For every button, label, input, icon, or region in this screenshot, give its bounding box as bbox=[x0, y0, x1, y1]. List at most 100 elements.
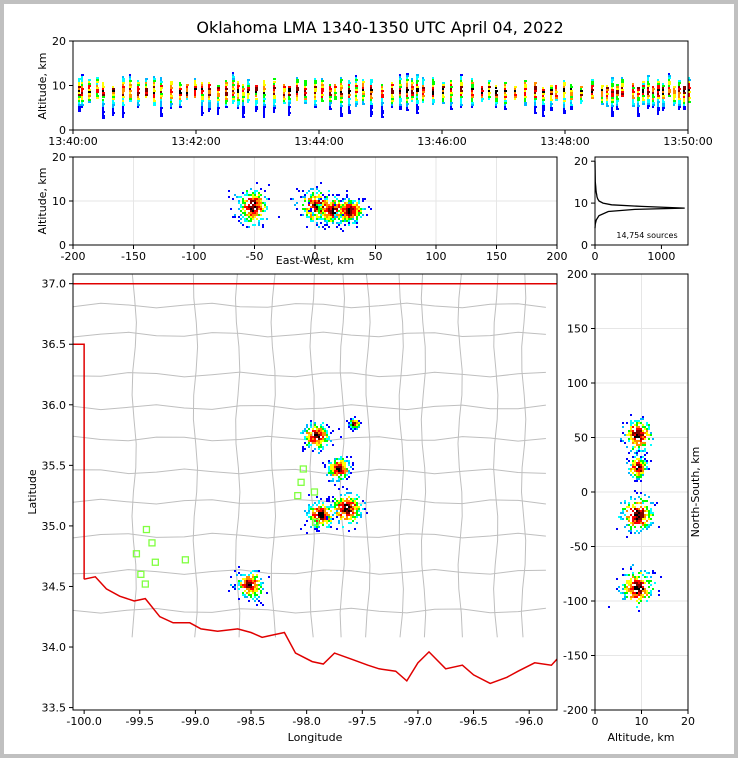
time-height-source bbox=[112, 98, 115, 100]
east-west-source bbox=[336, 208, 338, 210]
east-west-source bbox=[244, 214, 246, 216]
plan-view-source bbox=[346, 488, 348, 490]
plan-view-source bbox=[342, 462, 344, 464]
east-west-source bbox=[264, 202, 266, 204]
time-height-source bbox=[481, 100, 483, 102]
north-south-source bbox=[630, 582, 632, 584]
east-west-source bbox=[302, 204, 304, 206]
time-height-source bbox=[381, 94, 384, 96]
plan-view-source bbox=[304, 430, 306, 432]
north-south-source bbox=[624, 502, 626, 504]
north-south-source bbox=[640, 462, 642, 464]
time-height-source bbox=[591, 85, 594, 87]
plan-view-source bbox=[316, 522, 318, 524]
plan-view-source bbox=[352, 514, 354, 516]
north-south-source bbox=[636, 454, 638, 456]
north-south-source bbox=[632, 576, 634, 578]
time-height-source bbox=[555, 89, 557, 91]
time-height-source bbox=[432, 91, 434, 93]
time-height-source bbox=[542, 115, 545, 117]
time-height-source bbox=[642, 95, 645, 97]
plan-view-source bbox=[254, 590, 256, 592]
time-height-source bbox=[632, 91, 635, 93]
time-height-source bbox=[247, 95, 249, 97]
plan-view-source bbox=[308, 436, 310, 438]
time-height-source bbox=[601, 93, 603, 95]
plan-view-source bbox=[356, 420, 358, 422]
time-height-source bbox=[616, 108, 619, 110]
east-west-source bbox=[254, 200, 256, 202]
time-height-source bbox=[232, 72, 234, 74]
plan-view-source bbox=[256, 570, 258, 572]
plan-view-source bbox=[338, 472, 340, 474]
north-south-source bbox=[640, 502, 642, 504]
north-south-source bbox=[636, 516, 638, 518]
plan-view-source bbox=[244, 574, 246, 576]
north-south-source bbox=[636, 586, 638, 588]
north-south-source bbox=[632, 434, 634, 436]
north-south-source bbox=[644, 522, 646, 524]
plan-view-source bbox=[342, 472, 344, 474]
east-west-source bbox=[324, 214, 326, 216]
plan-view-source bbox=[322, 446, 324, 448]
north-south-source bbox=[646, 468, 648, 470]
time-height-source bbox=[186, 90, 188, 92]
time-height-source bbox=[550, 97, 552, 99]
plan-view-source bbox=[314, 432, 316, 434]
time-height-source bbox=[601, 101, 603, 103]
time-height-source bbox=[263, 90, 265, 92]
time-height-source bbox=[314, 82, 317, 84]
time-height-source bbox=[524, 102, 527, 104]
east-west-source bbox=[314, 210, 316, 212]
north-south-source bbox=[640, 590, 642, 592]
time-height-source bbox=[296, 91, 298, 93]
time-height-source bbox=[237, 85, 240, 87]
north-south-source bbox=[640, 466, 642, 468]
time-height-source bbox=[570, 84, 572, 86]
time-height-source bbox=[201, 102, 203, 104]
north-south-source bbox=[626, 590, 628, 592]
time-height-source bbox=[122, 112, 125, 114]
time-height-source bbox=[611, 109, 613, 111]
lma-station-marker bbox=[297, 478, 305, 486]
north-south-y-tick-label: 50 bbox=[574, 432, 588, 445]
north-south-source bbox=[640, 456, 642, 458]
north-south-source bbox=[642, 580, 644, 582]
time-height-source bbox=[542, 113, 544, 115]
plan-view-source bbox=[248, 590, 250, 592]
plan-view-source bbox=[346, 492, 348, 494]
time-height-source bbox=[637, 107, 639, 109]
east-west-source bbox=[258, 196, 260, 198]
north-south-source bbox=[628, 432, 630, 434]
east-west-source bbox=[250, 198, 252, 200]
plan-view-source bbox=[230, 584, 232, 586]
time-height-source bbox=[504, 106, 506, 108]
plan-view-source bbox=[326, 434, 328, 436]
plan-view-source bbox=[326, 520, 328, 522]
time-height-source bbox=[580, 96, 582, 98]
time-height-source bbox=[355, 103, 358, 105]
plan-view-source bbox=[328, 462, 330, 464]
plan-view-y-tick-label: 35.5 bbox=[42, 459, 67, 472]
plan-view-source bbox=[340, 508, 342, 510]
time-height-source bbox=[153, 82, 155, 84]
time-height-source bbox=[580, 88, 582, 90]
time-height-source bbox=[255, 91, 257, 93]
plan-view-source bbox=[342, 500, 344, 502]
north-south-source bbox=[626, 434, 628, 436]
time-height-source bbox=[348, 90, 351, 92]
plan-view-source bbox=[330, 462, 332, 464]
plan-view-source bbox=[358, 424, 360, 426]
time-height-source bbox=[601, 85, 604, 87]
time-height-source bbox=[340, 85, 343, 87]
plan-view-source bbox=[324, 432, 326, 434]
time-height-source bbox=[329, 98, 331, 100]
time-height-source bbox=[201, 114, 203, 116]
plan-view-source bbox=[308, 446, 310, 448]
time-height-source bbox=[232, 92, 235, 94]
east-west-source bbox=[258, 224, 260, 226]
time-height-source bbox=[662, 101, 665, 103]
time-height-source bbox=[96, 87, 99, 89]
time-height-source bbox=[688, 101, 691, 103]
time-height-source bbox=[314, 100, 317, 102]
